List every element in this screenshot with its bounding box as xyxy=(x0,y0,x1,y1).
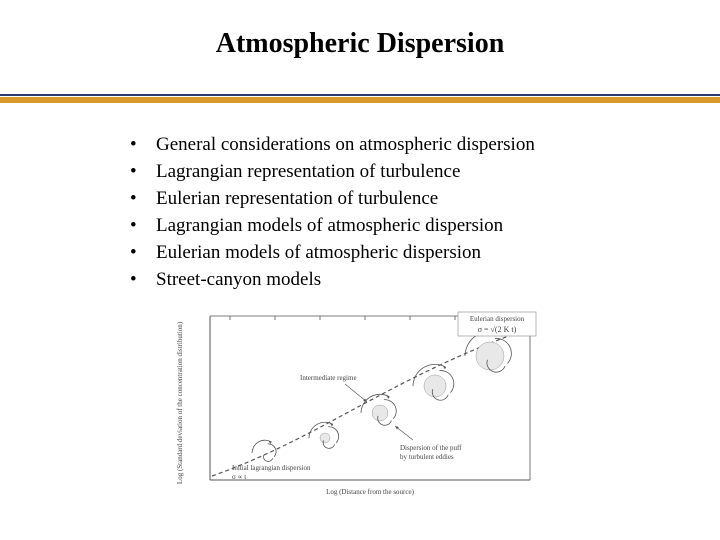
svg-text:Eulerian dispersion: Eulerian dispersion xyxy=(470,315,525,323)
puff-label: Dispersion of the puff by turbulent eddi… xyxy=(400,444,462,461)
eulerian-label: Eulerian dispersion σ = √(2 K t) xyxy=(458,312,536,336)
y-axis-label: Log (Standard deviation of the concentra… xyxy=(176,321,184,484)
divider-thick xyxy=(0,97,720,103)
svg-text:σ ∝ t: σ ∝ t xyxy=(232,473,246,481)
lagrangian-label: Initial lagrangian dispersion σ ∝ t xyxy=(232,464,311,481)
list-item: Lagrangian representation of turbulence xyxy=(130,159,720,186)
dispersion-diagram: Log (Standard deviation of the concentra… xyxy=(170,308,550,498)
svg-text:Initial lagrangian dispersion: Initial lagrangian dispersion xyxy=(232,464,311,472)
top-ticks xyxy=(210,316,530,480)
slide-title: Atmospheric Dispersion xyxy=(0,28,720,60)
svg-text:Dispersion of the puff: Dispersion of the puff xyxy=(400,444,462,452)
list-item: General considerations on atmospheric di… xyxy=(130,132,720,159)
svg-text:σ = √(2 K t): σ = √(2 K t) xyxy=(478,325,517,334)
list-item: Street-canyon models xyxy=(130,267,720,294)
divider-thin xyxy=(0,94,720,96)
intermediate-label: Intermediate regime xyxy=(300,374,357,382)
list-item: Eulerian representation of turbulence xyxy=(130,186,720,213)
list-item: Lagrangian models of atmospheric dispers… xyxy=(130,213,720,240)
x-axis-label: Log (Distance from the source) xyxy=(326,488,415,496)
list-item: Eulerian models of atmospheric dispersio… xyxy=(130,240,720,267)
bullet-list: General considerations on atmospheric di… xyxy=(130,132,720,294)
divider xyxy=(0,94,720,104)
svg-text:by turbulent eddies: by turbulent eddies xyxy=(400,453,454,461)
